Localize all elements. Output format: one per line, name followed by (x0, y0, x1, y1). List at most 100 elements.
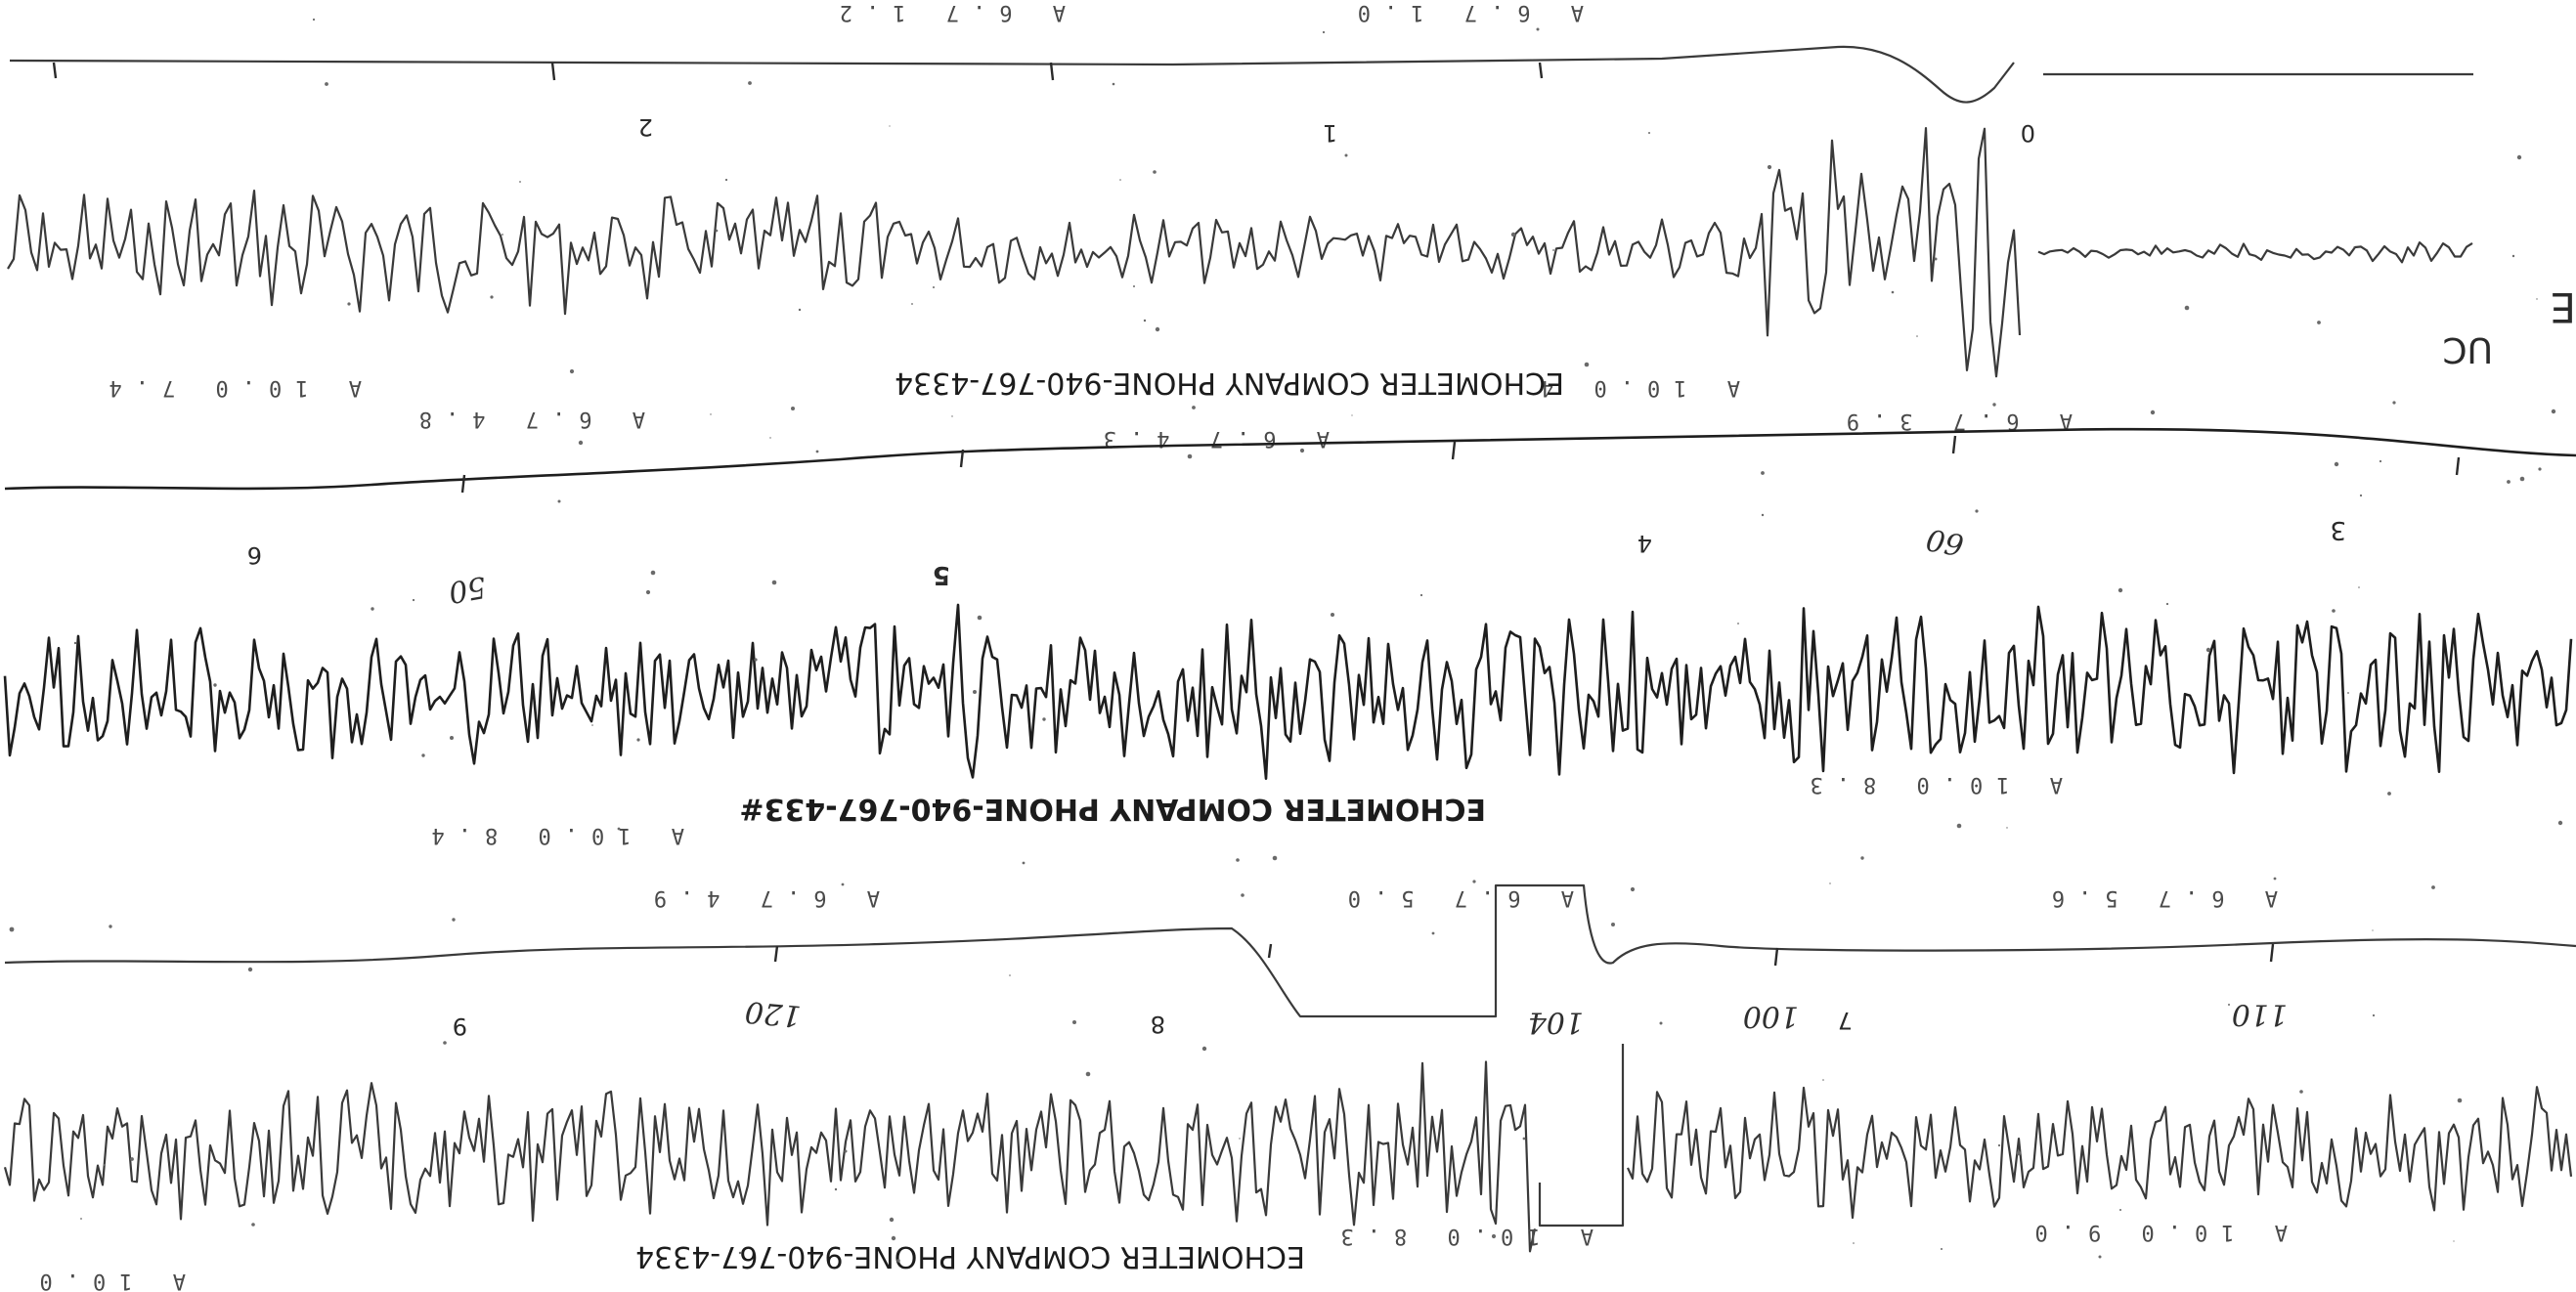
paper-speck (2205, 647, 2211, 653)
band-3: A 6.7 4.9 A 6.7 5.0 A 6.7 5.6 9 8 7 120 … (3, 883, 2576, 1292)
reference-trace (4, 883, 2576, 1018)
paper-speck (977, 615, 982, 621)
paper-speck (1112, 82, 1115, 86)
paper-speck (2359, 494, 2363, 497)
paper-speck (911, 303, 913, 305)
marker-number: 2 (638, 113, 653, 141)
paper-speck (1431, 931, 1435, 935)
chart-code: A 10.0 4 (1527, 375, 1740, 400)
paper-speck (1236, 858, 1240, 862)
marker-number: 1 (1323, 119, 1337, 147)
time-tick (1538, 62, 1544, 79)
paper-speck (2519, 476, 2525, 482)
paper-speck (2379, 459, 2382, 463)
paper-speck (1419, 593, 1423, 597)
paper-speck (1085, 1071, 1091, 1077)
paper-speck (844, 1149, 848, 1153)
time-tick (2455, 456, 2461, 476)
marker-number: 0 (2021, 119, 2035, 147)
paper-speck (889, 125, 891, 127)
side-mark: E (2550, 283, 2576, 331)
band-2: 6 5 4 3 50 60 A 10.0 8.3 A 10.0 8.4 A 6.… (3, 407, 2576, 847)
paper-speck (2387, 792, 2391, 796)
acoustic-trace (1626, 1086, 2573, 1220)
paper-speck (1659, 1021, 1663, 1025)
paper-speck (617, 827, 621, 831)
time-tick (460, 474, 466, 494)
paper-speck (1761, 513, 1765, 517)
paper-speck (213, 683, 217, 687)
handwritten-note: 50 (446, 569, 489, 609)
paper-speck (2016, 1150, 2022, 1156)
paper-speck (791, 407, 795, 410)
acoustic-trace (3, 1060, 1537, 1253)
time-tick (1049, 62, 1055, 81)
paper-speck (1648, 132, 1650, 134)
paper-speck (1072, 1020, 1076, 1024)
marker-number: 4 (1637, 530, 1652, 557)
paper-speck (103, 1163, 107, 1167)
paper-speck (591, 724, 593, 726)
top-edge-code: A 6.7 1.0 (1344, 0, 1584, 24)
paper-speck (578, 440, 584, 446)
paper-speck (1522, 1137, 1526, 1141)
paper-speck (1155, 326, 1160, 332)
paper-speck (450, 736, 454, 740)
paper-speck (973, 690, 977, 694)
chart-code: A 10.0 9.0 (2022, 1220, 2288, 1244)
handwritten-note: 100 (1743, 999, 1799, 1033)
paper-speck (1916, 335, 1918, 337)
paper-speck (2457, 1098, 2463, 1103)
paper-speck (443, 1041, 447, 1045)
footer-label: ECHOMETER COMPANY PHONE-940-767-4334 (895, 366, 1564, 400)
chart-code: A 6.7 4.9 (640, 885, 880, 910)
paper-speck (1143, 319, 1147, 323)
paper-speck (1119, 179, 1121, 181)
paper-speck (2557, 820, 2563, 826)
paper-speck (1630, 886, 1636, 892)
paper-speck (312, 18, 316, 22)
step-pulse (1538, 1044, 1625, 1227)
paper-speck (1941, 1248, 1943, 1250)
chart-code: A 10.0 7.4 (96, 375, 362, 400)
paper-speck (2453, 1240, 2455, 1242)
marker-number: 8 (1151, 1011, 1165, 1038)
paper-speck (371, 607, 374, 611)
paper-speck (1042, 717, 1046, 721)
paper-speck (2516, 154, 2522, 160)
paper-speck (2299, 1090, 2303, 1094)
handwritten-note: 104 (1528, 1005, 1584, 1039)
marker-number: 9 (453, 1012, 467, 1040)
paper-speck (2150, 409, 2156, 415)
acoustic-trace-tail (2037, 241, 2473, 264)
paper-speck (710, 413, 712, 415)
paper-speck (738, 1251, 742, 1255)
paper-speck (769, 437, 771, 439)
paper-speck (1853, 1242, 1855, 1244)
paper-speck (2006, 827, 2008, 829)
paper-speck (1975, 509, 1979, 513)
paper-speck (1992, 403, 1996, 407)
paper-speck (2332, 609, 2336, 613)
paper-speck (933, 286, 935, 288)
handwritten-note: 60 (1924, 521, 1967, 561)
reference-trace (4, 427, 2576, 491)
paper-speck (2372, 929, 2374, 931)
handwritten-note: 120 (744, 994, 803, 1033)
paper-speck (412, 598, 415, 602)
paper-speck (1322, 30, 1326, 34)
paper-speck (650, 570, 656, 576)
paper-speck (1536, 27, 1540, 31)
paper-speck (1187, 453, 1193, 459)
time-tick (1951, 435, 1957, 454)
paper-speck (1472, 880, 1476, 883)
paper-speck (490, 295, 494, 299)
paper-speck (2347, 692, 2349, 694)
paper-speck (636, 738, 640, 742)
side-mark: UC (2443, 329, 2494, 369)
acoustic-trace (3, 603, 2573, 780)
paper-speck (2098, 1255, 2102, 1259)
paper-speck (73, 641, 77, 645)
reference-trace (9, 45, 2473, 104)
paper-speck (815, 450, 819, 453)
